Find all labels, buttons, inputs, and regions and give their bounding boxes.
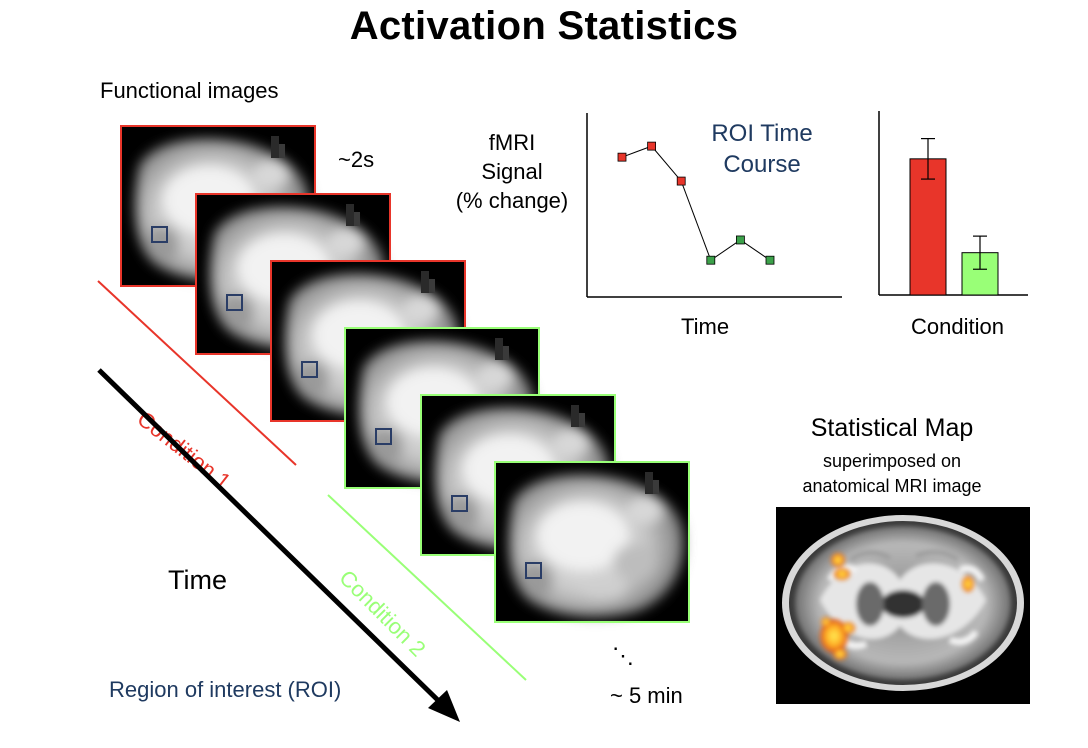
roi-title-line-2: Course — [723, 151, 801, 178]
ylabel-line-2: Signal — [481, 159, 543, 184]
stat-map-subtitle: superimposed on anatomical MRI image — [770, 449, 1014, 499]
roi-box — [451, 495, 468, 512]
time-course-segment — [710, 239, 741, 261]
time-course-point — [706, 255, 716, 265]
condition1-line — [97, 280, 297, 466]
condition-xlabel: Condition — [911, 314, 1004, 339]
time-arrow-line — [97, 368, 449, 711]
roi-label: Region of interest (ROI) — [109, 677, 342, 702]
roi-box — [151, 226, 168, 243]
activation-blob — [831, 553, 845, 567]
time-course-segment — [621, 145, 652, 158]
time-course-chart — [586, 113, 842, 298]
time-course-segment — [740, 239, 771, 261]
roi-time-course-title: ROI Time Course — [688, 118, 836, 180]
roi-title-line-1: ROI Time — [711, 120, 813, 147]
functional-images-label: Functional images — [100, 78, 279, 103]
stat-map-title: Statistical Map — [810, 414, 974, 442]
activation-blob — [820, 619, 848, 653]
time-course-segment — [651, 145, 682, 182]
duration-label: ~ 5 min — [610, 683, 683, 708]
time-course-point — [736, 235, 745, 245]
time-course-point — [647, 141, 656, 151]
roi-box — [226, 294, 243, 311]
time-axis-label: Time — [168, 565, 227, 595]
activation-blob — [962, 576, 974, 592]
ylabel-line-1: fMRI — [488, 130, 536, 155]
page-title: Activation Statistics — [349, 4, 739, 48]
stat-map-subtitle-line-2: anatomical MRI image — [802, 476, 982, 496]
statistical-map-image — [776, 507, 1030, 704]
activation-blob — [834, 568, 850, 580]
time-course-segment — [680, 180, 712, 261]
time-arrow-head — [428, 690, 460, 722]
time-course-point — [765, 255, 775, 265]
roi-box — [301, 361, 318, 378]
fmri-signal-ylabel: fMRI Signal (% change) — [444, 128, 580, 215]
ellipsis-label: ⋱ — [612, 643, 634, 668]
time-course-point — [676, 176, 686, 186]
condition2-line — [327, 494, 527, 681]
activation-blob — [821, 617, 831, 627]
time-course-point — [617, 152, 627, 162]
sampling-interval-label: ~2s — [338, 147, 375, 172]
time-course-xlabel: Time — [681, 314, 730, 339]
functional-image-6 — [494, 461, 690, 623]
roi-box — [375, 428, 392, 445]
activation-blob — [841, 622, 855, 634]
ylabel-line-3: (% change) — [455, 188, 569, 213]
activation-blob — [833, 648, 847, 660]
stat-map-subtitle-line-1: superimposed on — [822, 451, 962, 471]
roi-box — [525, 562, 542, 579]
condition-bar-chart — [878, 111, 1028, 296]
